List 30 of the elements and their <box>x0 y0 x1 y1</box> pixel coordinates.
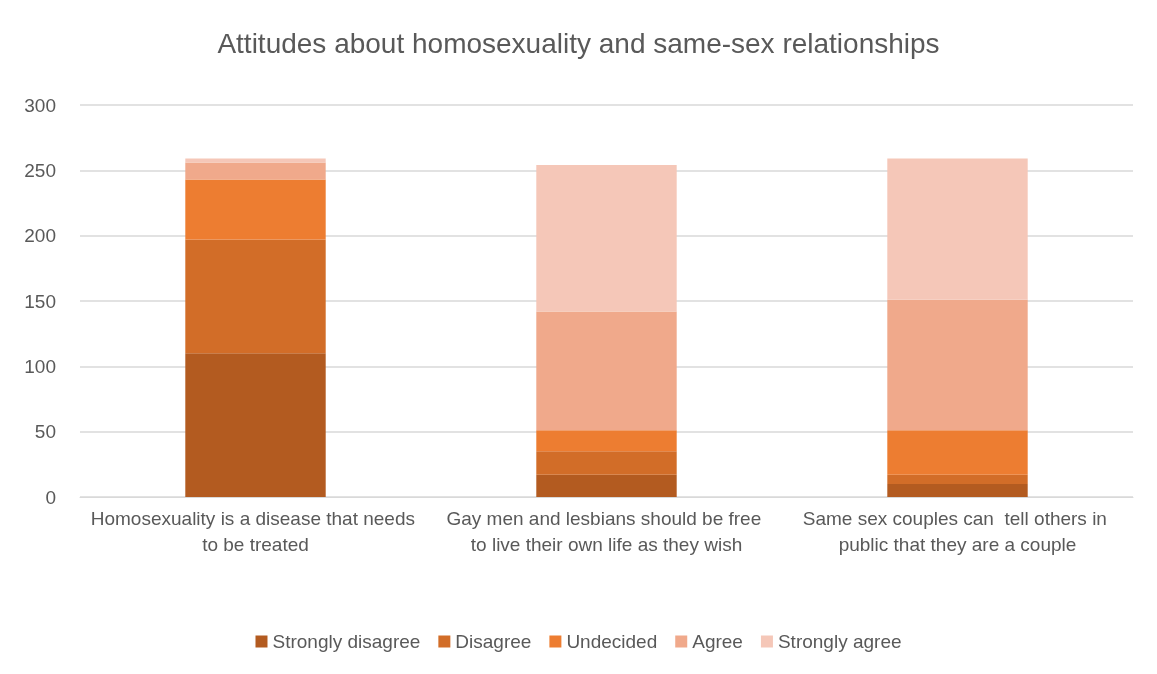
bar <box>185 353 326 497</box>
x-tick-label: Same sex couples can tell others in public that they are a couple <box>802 507 1113 555</box>
bar <box>887 158 1028 300</box>
y-tick-label: 250 <box>24 159 56 181</box>
y-tick-label: 150 <box>24 290 56 312</box>
bar <box>536 165 677 312</box>
y-tick-label: 200 <box>24 225 56 247</box>
bar <box>887 430 1028 475</box>
bar <box>536 311 677 431</box>
bar <box>887 299 1028 431</box>
bar <box>536 430 677 452</box>
chart-title: Attitudes about homosexuality and same-sex relationships <box>217 27 940 59</box>
bar <box>185 162 326 180</box>
bar <box>887 474 1028 484</box>
legend-label: Agree <box>692 631 743 652</box>
bar <box>536 451 677 475</box>
x-tick-label: Homosexuality is a disease that needs to be treated <box>90 507 421 555</box>
y-tick-label: 100 <box>24 355 56 377</box>
legend-label: Undecided <box>566 631 658 652</box>
x-tick-label: Gay men and lesbians should be free to live their own life as they wish <box>446 507 767 555</box>
legend-label: Strongly disagree <box>272 631 421 652</box>
y-tick-label: 50 <box>34 421 56 443</box>
bar <box>185 239 326 354</box>
bar <box>887 483 1028 497</box>
legend-label: Disagree <box>455 631 532 652</box>
bar <box>536 474 677 497</box>
y-tick-label: 300 <box>24 94 56 116</box>
y-tick-label: 0 <box>45 486 56 508</box>
bar <box>185 179 326 240</box>
legend-label: Strongly agree <box>777 631 902 652</box>
